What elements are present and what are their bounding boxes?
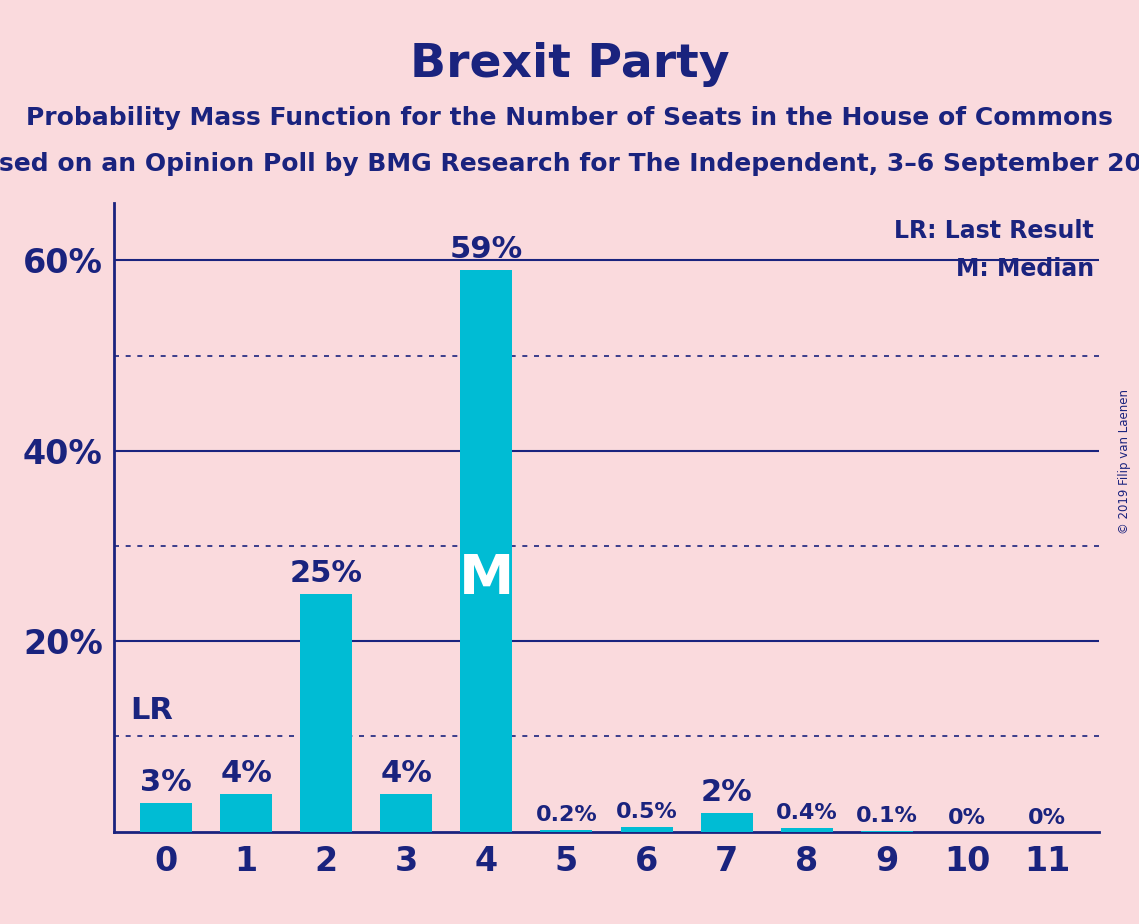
Bar bbox=[540, 830, 592, 832]
Bar bbox=[301, 593, 352, 832]
Text: 0.1%: 0.1% bbox=[855, 806, 918, 826]
Text: M: M bbox=[459, 552, 514, 606]
Text: 3%: 3% bbox=[140, 769, 191, 797]
Text: © 2019 Filip van Laenen: © 2019 Filip van Laenen bbox=[1118, 390, 1131, 534]
Bar bbox=[460, 270, 513, 832]
Text: 4%: 4% bbox=[220, 759, 272, 788]
Bar bbox=[220, 794, 272, 832]
Text: LR: Last Result: LR: Last Result bbox=[894, 219, 1095, 243]
Bar bbox=[861, 831, 912, 832]
Text: 4%: 4% bbox=[380, 759, 432, 788]
Text: 25%: 25% bbox=[289, 559, 362, 588]
Text: 0.2%: 0.2% bbox=[535, 805, 597, 825]
Bar bbox=[140, 803, 192, 832]
Bar bbox=[700, 812, 753, 832]
Text: 59%: 59% bbox=[450, 236, 523, 264]
Text: LR: LR bbox=[130, 696, 173, 725]
Text: 0%: 0% bbox=[1029, 808, 1066, 828]
Text: 0.4%: 0.4% bbox=[776, 803, 837, 823]
Text: 0.5%: 0.5% bbox=[616, 802, 678, 822]
Text: 2%: 2% bbox=[700, 778, 753, 807]
Text: M: Median: M: Median bbox=[956, 257, 1095, 281]
Bar bbox=[780, 828, 833, 832]
Bar bbox=[380, 794, 433, 832]
Text: 0%: 0% bbox=[948, 808, 986, 828]
Text: Brexit Party: Brexit Party bbox=[410, 42, 729, 87]
Text: Probability Mass Function for the Number of Seats in the House of Commons: Probability Mass Function for the Number… bbox=[26, 106, 1113, 130]
Bar bbox=[621, 827, 673, 832]
Text: Based on an Opinion Poll by BMG Research for The Independent, 3–6 September 2019: Based on an Opinion Poll by BMG Research… bbox=[0, 152, 1139, 176]
